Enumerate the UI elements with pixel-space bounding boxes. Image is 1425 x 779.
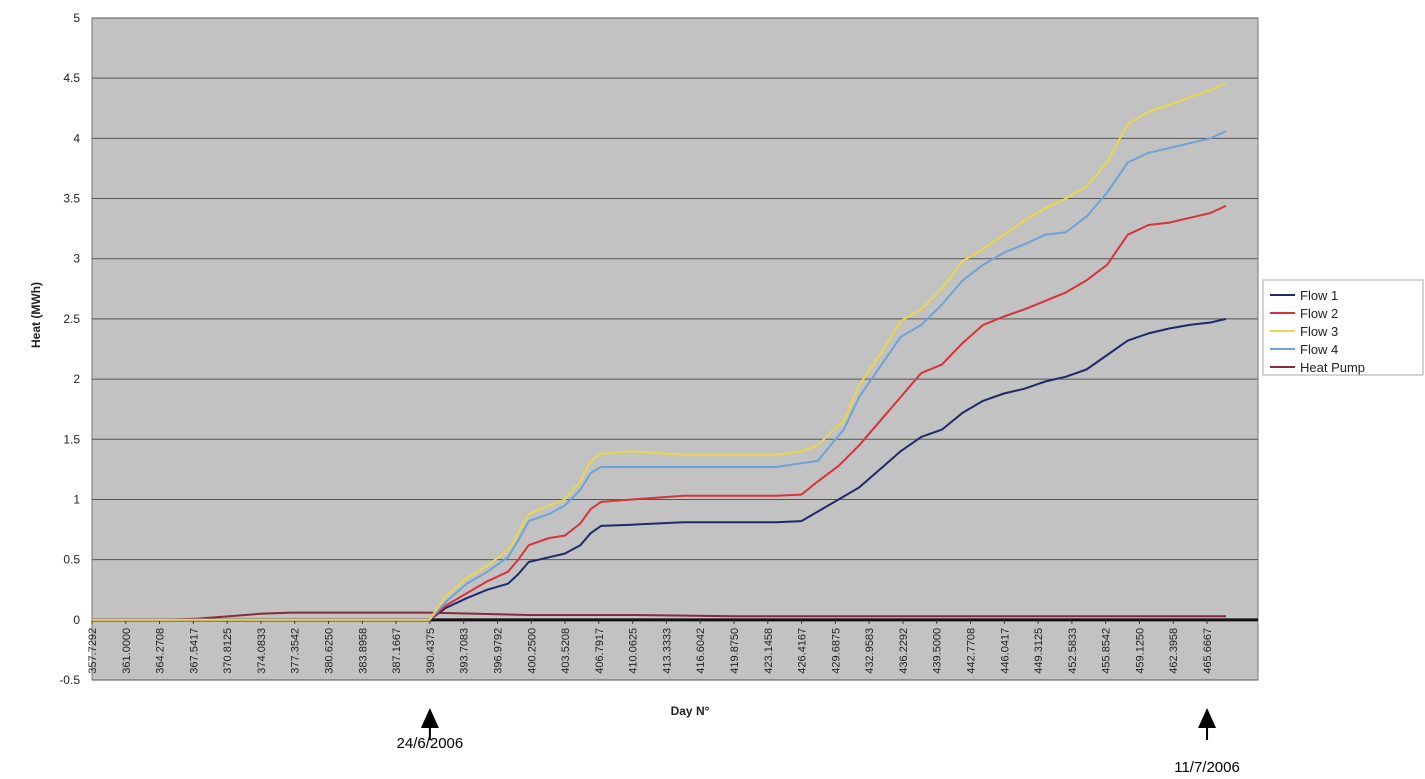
x-tick-label: 387.1667 bbox=[391, 628, 403, 674]
x-tick-label: 390.4375 bbox=[425, 628, 437, 674]
x-tick-label: 364.2708 bbox=[155, 628, 167, 674]
x-tick-label: 426.4167 bbox=[797, 628, 809, 674]
legend: Flow 1 Flow 2 Flow 3 Flow 4 Heat Pump bbox=[1262, 279, 1424, 376]
legend-label: Flow 4 bbox=[1300, 342, 1338, 357]
y-tick-label: -0.5 bbox=[59, 673, 80, 687]
x-tick-label: 367.5417 bbox=[188, 628, 200, 674]
x-axis-ticks: 357.7292 361.0000 364.2708 367.5417 370.8125… bbox=[87, 619, 1214, 674]
x-tick-label: 439.5000 bbox=[932, 628, 944, 674]
x-tick-label: 377.3542 bbox=[290, 628, 302, 674]
y-tick-label: 1 bbox=[73, 492, 80, 506]
x-tick-label: 383.8958 bbox=[357, 628, 369, 674]
x-tick-label: 374.0833 bbox=[256, 628, 268, 674]
annotation-arrow bbox=[420, 708, 439, 728]
legend-label: Flow 1 bbox=[1300, 288, 1338, 303]
y-axis-ticks: -0.5 0 0.5 1 1.5 2 2.5 3 3.5 4 4.5 5 bbox=[59, 11, 80, 687]
series-line-heat-pump bbox=[92, 611, 1226, 621]
x-axis-title: Day N° bbox=[671, 704, 710, 718]
date-annotations: 24/6/2006 11/7/2006 bbox=[397, 708, 1240, 776]
x-tick-label: 416.6042 bbox=[695, 628, 707, 674]
y-tick-label: 3 bbox=[73, 252, 80, 266]
annotation-label: 24/6/2006 bbox=[397, 735, 464, 752]
y-tick-label: 5 bbox=[73, 11, 80, 25]
x-tick-label: 370.8125 bbox=[222, 628, 234, 674]
series-line-flow-3 bbox=[92, 82, 1227, 621]
series-line-flow-2 bbox=[92, 204, 1227, 621]
y-tick-label: 4.5 bbox=[63, 71, 80, 85]
x-tick-label: 410.0625 bbox=[628, 628, 640, 674]
x-tick-label: 400.2500 bbox=[526, 628, 538, 674]
legend-label: Heat Pump bbox=[1300, 360, 1365, 375]
x-tick-label: 455.8542 bbox=[1101, 628, 1113, 674]
x-tick-label: 406.7917 bbox=[594, 628, 606, 674]
x-tick-label: 357.7292 bbox=[87, 628, 99, 674]
series-lines bbox=[92, 82, 1227, 621]
x-tick-label: 452.5833 bbox=[1067, 628, 1079, 674]
y-tick-label: 0.5 bbox=[63, 553, 80, 567]
x-tick-label: 449.3125 bbox=[1033, 628, 1045, 674]
x-tick-label: 462.3958 bbox=[1168, 628, 1180, 674]
y-tick-label: 3.5 bbox=[63, 192, 80, 206]
legend-label: Flow 3 bbox=[1300, 324, 1338, 339]
annotation-label: 11/7/2006 bbox=[1174, 759, 1240, 776]
x-tick-label: 446.0417 bbox=[999, 628, 1011, 674]
series-line-flow-1 bbox=[92, 317, 1227, 621]
y-tick-label: 0 bbox=[73, 613, 80, 627]
annotation-arrow bbox=[1198, 708, 1217, 728]
x-tick-label: 442.7708 bbox=[966, 628, 978, 674]
x-tick-label: 413.3333 bbox=[661, 628, 673, 674]
x-tick-label: 459.1250 bbox=[1134, 628, 1146, 674]
series-line-flow-4 bbox=[92, 130, 1227, 621]
x-tick-label: 429.6875 bbox=[830, 628, 842, 674]
x-tick-label: 423.1458 bbox=[763, 628, 775, 674]
y-tick-label: 2 bbox=[73, 372, 80, 386]
x-tick-label: 403.5208 bbox=[560, 628, 572, 674]
x-tick-label: 436.2292 bbox=[898, 628, 910, 674]
legend-label: Flow 2 bbox=[1300, 306, 1338, 321]
x-tick-label: 465.6667 bbox=[1202, 628, 1214, 674]
y-tick-label: 2.5 bbox=[63, 312, 80, 326]
x-tick-label: 393.7083 bbox=[459, 628, 471, 674]
x-tick-label: 396.9792 bbox=[492, 628, 504, 674]
x-tick-label: 419.8750 bbox=[729, 628, 741, 674]
x-tick-label: 380.6250 bbox=[324, 628, 336, 674]
plot-area bbox=[91, 17, 1259, 681]
x-tick-label: 361.0000 bbox=[121, 628, 133, 674]
x-tick-label: 432.9583 bbox=[864, 628, 876, 674]
y-axis-title: Heat (MWh) bbox=[29, 282, 43, 348]
y-tick-label: 4 bbox=[73, 131, 80, 145]
y-tick-label: 1.5 bbox=[63, 432, 80, 446]
